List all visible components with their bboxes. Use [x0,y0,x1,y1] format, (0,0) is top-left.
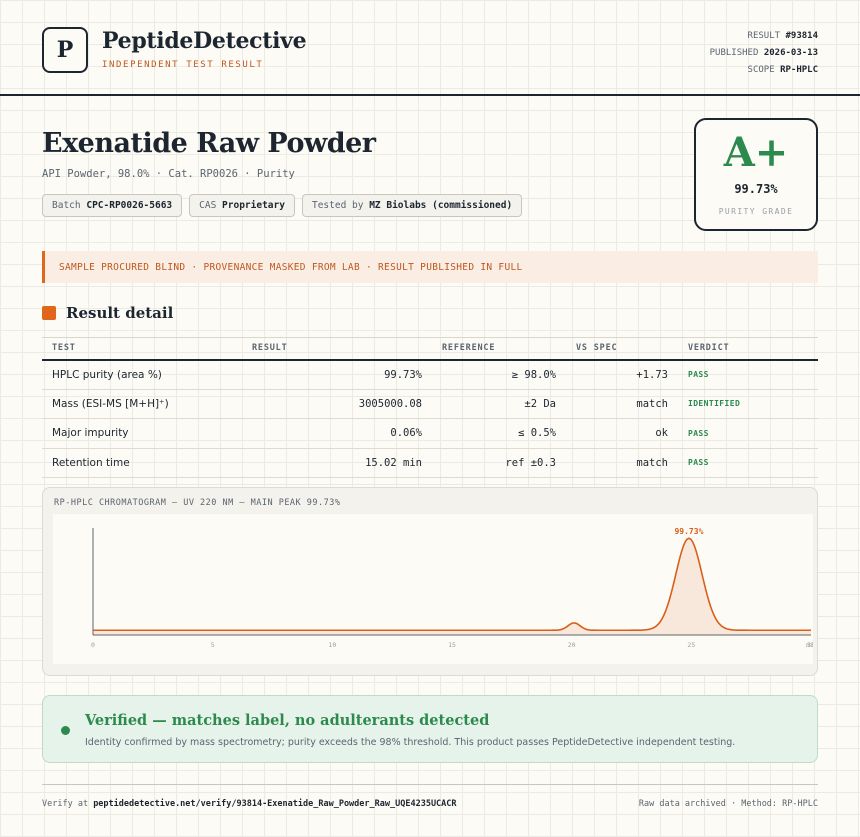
cell-vs-spec: match [566,389,678,419]
chromatogram-svg: 0 5 10 15 20 25 30min 99.73% [91,527,818,649]
verify-link[interactable]: peptidedetective.net/verify/93814-Exenat… [93,799,457,809]
x-tick-label: 10 [328,641,336,649]
cell-test: Mass (ESI-MS [M+H]⁺) [42,389,242,419]
results-table: TEST RESULT REFERENCE VS SPEC VERDICT HP… [42,337,818,478]
report-footer: Verify at peptidedetective.net/verify/93… [42,784,818,809]
col-reference: REFERENCE [432,337,566,361]
verified-title: Verified — matches label, no adulterants… [85,712,490,729]
cell-result: 3005000.08 [242,389,432,419]
cell-verdict: IDENTIFIED [678,389,818,419]
product-chips: Batch CPC-RP0026-5663 CAS Proprietary Te… [42,194,523,217]
table-row: Major impurity 0.06% ≤ 0.5% ok PASS [42,418,818,449]
grade-letter: A+ [723,129,789,176]
cell-result: 99.73% [242,359,432,390]
brand-logo: P [42,27,88,73]
table-row: Mass (ESI-MS [M+H]⁺) 3005000.08 ±2 Da ma… [42,389,818,419]
col-verdict: VERDICT [678,337,818,361]
x-tick-label: 15 [448,641,456,649]
verified-body: Identity confirmed by mass spectrometry;… [85,737,736,748]
cell-verdict: PASS [678,418,818,449]
cell-reference: ref ±0.3 [432,448,566,478]
section-marker-icon [42,306,56,320]
blind-notice: SAMPLE PROCURED BLIND · PROVENANCE MASKE… [42,251,818,283]
table-row: HPLC purity (area %) 99.73% ≥ 98.0% +1.7… [42,359,818,390]
chromatogram-trace [93,537,811,632]
cell-test: Major impurity [42,418,242,449]
chromatogram-label: RP-HPLC CHROMATOGRAM — UV 220 NM — MAIN … [54,498,341,508]
x-tick-label: 5 [211,641,215,649]
cell-reference: ≤ 0.5% [432,418,566,449]
table-row: Retention time 15.02 min ref ±0.3 match … [42,448,818,478]
meta-scope: SCOPE RP-HPLC [747,65,818,75]
cell-test: Retention time [42,448,242,478]
report-meta: RESULT #93814 PUBLISHED 2026-03-13 SCOPE… [710,28,818,79]
x-axis-unit: min [806,641,813,649]
cell-result: 0.06% [242,418,432,449]
meta-result: RESULT #93814 [747,31,818,41]
section-title: Result detail [66,304,174,322]
verified-status-icon [61,726,70,735]
x-tick-label: 30 [807,641,813,649]
col-result: RESULT [242,337,432,361]
chip-cas: CAS Proprietary [189,194,295,217]
product-title: Exenatide Raw Powder [42,128,376,159]
cell-verdict: PASS [678,359,818,390]
verify-link-line: Verify at peptidedetective.net/verify/93… [42,799,457,809]
x-tick-label: 25 [687,641,695,649]
cell-vs-spec: +1.73 [566,359,678,390]
product-subtitle: API Powder, 98.0% · Cat. RP0026 · Purity [42,168,295,180]
cell-verdict: PASS [678,448,818,478]
brand-name: PeptideDetective [102,28,307,54]
section-heading: Result detail [42,304,173,322]
cell-reference: ≥ 98.0% [432,359,566,390]
verified-banner: Verified — matches label, no adulterants… [42,695,818,763]
chromatogram-area [93,538,811,635]
cell-reference: ±2 Da [432,389,566,419]
meta-published: PUBLISHED 2026-03-13 [709,48,818,58]
chromatogram-card: RP-HPLC CHROMATOGRAM — UV 220 NM — MAIN … [42,487,818,676]
x-tick-label: 0 [91,641,95,649]
col-test: TEST [42,337,242,361]
grade-label: PURITY GRADE [718,207,794,216]
purity-grade-card: A+ 99.73% PURITY GRADE [694,118,818,231]
brand-tagline: INDEPENDENT TEST RESULT [102,60,264,70]
cell-test: HPLC purity (area %) [42,359,242,390]
col-vs-spec: VS SPEC [566,337,678,361]
cell-vs-spec: match [566,448,678,478]
table-header-row: TEST RESULT REFERENCE VS SPEC VERDICT [42,337,818,361]
x-tick-label: 20 [568,641,576,649]
peak-annotation: 99.73% [674,527,703,536]
chip-tested-by: Tested by MZ Biolabs (commissioned) [301,194,523,217]
grade-percent: 99.73% [734,182,778,196]
report-header: P PeptideDetective INDEPENDENT TEST RESU… [0,0,860,96]
chromatogram-plot-area: 0 5 10 15 20 25 30min 99.73% [53,514,818,664]
archive-note: Raw data archived · Method: RP-HPLC [638,799,818,809]
cell-result: 15.02 min [242,448,432,478]
chip-batch: Batch CPC-RP0026-5663 [42,194,183,217]
cell-vs-spec: ok [566,418,678,449]
